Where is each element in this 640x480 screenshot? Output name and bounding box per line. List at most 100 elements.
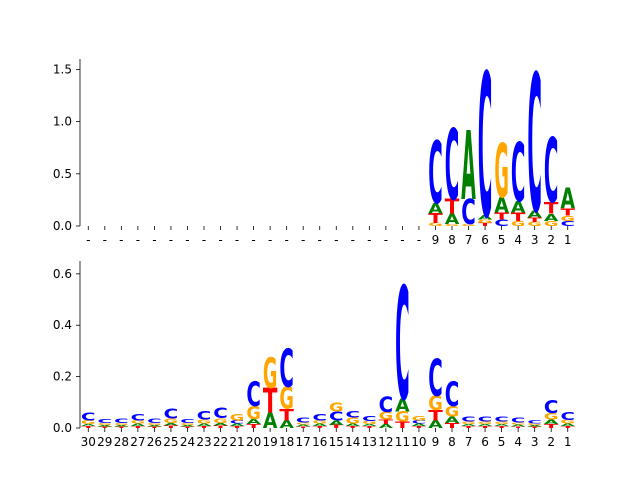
x-tick-label: -	[152, 233, 156, 247]
logo-letter-a: A	[346, 423, 361, 427]
logo-letter-c: C	[164, 406, 179, 422]
logo-letter-c: C	[544, 398, 559, 418]
x-tick-label: 9	[432, 435, 440, 449]
logo-letter-g: G	[213, 418, 228, 425]
logo-letter-g: G	[560, 419, 575, 425]
x-tick-label: 6	[481, 435, 489, 449]
x-tick-label: 27	[130, 435, 145, 449]
logo-letter-c: C	[362, 414, 377, 423]
logo-letter-c: C	[246, 377, 261, 415]
logo-letter-t: T	[329, 424, 344, 429]
logo-letter-g: G	[428, 222, 443, 227]
x-tick-label: 28	[114, 435, 129, 449]
logo-letter-a: A	[478, 424, 493, 427]
logo-letter-c: C	[428, 350, 443, 409]
logo-letter-g: G	[230, 413, 245, 423]
x-tick-label: 7	[465, 233, 473, 247]
logo-letter-a: A	[527, 208, 542, 220]
logo-letter-t: T	[164, 425, 179, 429]
logo-letter-a: A	[362, 424, 377, 427]
logo-letter-a: A	[428, 201, 443, 217]
logo-letter-t: T	[230, 425, 245, 428]
logo-letter-c: C	[279, 339, 294, 400]
logo-letter-t: T	[494, 211, 509, 222]
x-tick-label: 4	[514, 435, 522, 449]
x-tick-label: 8	[448, 233, 456, 247]
logo-letter-t: T	[180, 426, 195, 429]
x-tick-label: 1	[564, 435, 572, 449]
x-tick-label: 30	[81, 435, 96, 449]
logo-letter-c: C	[197, 409, 212, 422]
logo-letter-t: T	[98, 426, 113, 429]
x-tick-label: -	[136, 233, 140, 247]
x-tick-label: -	[334, 233, 338, 247]
logo-letter-a: A	[131, 423, 146, 427]
logo-letter-t: T	[147, 426, 162, 429]
logo-letter-g: G	[279, 381, 294, 416]
x-tick-label: 7	[465, 435, 473, 449]
x-tick-label: -	[202, 233, 206, 247]
logo-letter-t: T	[544, 200, 559, 218]
logo-letter-c: C	[296, 416, 311, 425]
logo-letter-c: C	[180, 419, 195, 424]
logo-letter-g: G	[412, 415, 427, 422]
logo-letter-g: G	[527, 221, 542, 228]
logo-letter-g: G	[131, 420, 146, 425]
x-tick-label: 8	[448, 435, 456, 449]
logo-letter-t: T	[379, 418, 394, 426]
logo-letter-a: A	[98, 425, 113, 427]
logo-letter-c: C	[478, 34, 493, 263]
logo-letter-t: T	[527, 426, 543, 428]
x-tick-label: 9	[432, 233, 440, 247]
logo-letter-t: T	[527, 217, 542, 224]
logo-letter-a: A	[180, 425, 195, 427]
logo-letter-c: C	[511, 417, 526, 425]
x-tick-label: 24	[180, 435, 195, 449]
x-tick-label: 21	[229, 435, 244, 449]
logo-letter-g: G	[428, 393, 443, 415]
logo-letter-t: T	[114, 426, 129, 429]
logo-letter-c: C	[98, 418, 113, 425]
x-tick-label: -	[235, 233, 239, 247]
x-tick-label: 3	[531, 233, 539, 247]
logo-letter-a: A	[379, 423, 394, 429]
logo-letter-t: T	[511, 211, 526, 224]
logo-letter-c: C	[461, 192, 476, 232]
logo-letter-c: C	[131, 413, 146, 423]
x-tick-label: 10	[411, 435, 426, 449]
logo-letter-a: A	[395, 396, 410, 416]
logo-letter-g: G	[461, 223, 476, 226]
x-tick-label: -	[86, 233, 90, 247]
x-tick-label: -	[284, 233, 288, 247]
logo-letter-c: C	[527, 420, 542, 425]
logo-letter-a: A	[461, 424, 476, 427]
x-tick-label: 25	[163, 435, 178, 449]
logo-letter-g: G	[560, 214, 575, 222]
logo-panel-top: 0.00.51.01.5- - - - - - - - - - - - - - - - - - - - -9 8 7 6 5 4 3…	[53, 34, 576, 263]
logo-letter-t: T	[560, 207, 575, 218]
x-tick-label: 29	[97, 435, 112, 449]
logo-letter-t: T	[494, 426, 509, 429]
x-tick-label: 2	[547, 435, 555, 449]
logo-letter-t: T	[362, 426, 377, 429]
logo-letter-t: T	[246, 423, 261, 429]
logo-letter-g: G	[180, 422, 195, 425]
x-tick-label: 13	[362, 435, 377, 449]
logo-letter-g: G	[494, 421, 509, 425]
logo-panel-bottom: 0.00.20.40.630 29 28 27 26 25 24 23 22 21 20 19 18 17…	[53, 257, 576, 449]
x-tick-label: 14	[345, 435, 360, 449]
logo-letter-a: A	[461, 113, 476, 223]
logo-letter-a: A	[279, 418, 294, 430]
x-tick-label: 18	[279, 435, 294, 449]
logo-letter-g: G	[395, 408, 410, 425]
logo-letter-a: A	[544, 419, 559, 426]
logo-letter-g: G	[147, 422, 162, 425]
y-tick-label: 0.6	[53, 267, 72, 281]
x-tick-label: -	[251, 233, 255, 247]
logo-letter-g: G	[511, 422, 526, 425]
x-tick-label: 23	[196, 435, 211, 449]
y-tick-label: 0.2	[53, 370, 72, 384]
logo-letter-c: C	[395, 257, 410, 437]
logo-letter-c: C	[147, 417, 162, 424]
x-tick-label: 2	[547, 233, 555, 247]
